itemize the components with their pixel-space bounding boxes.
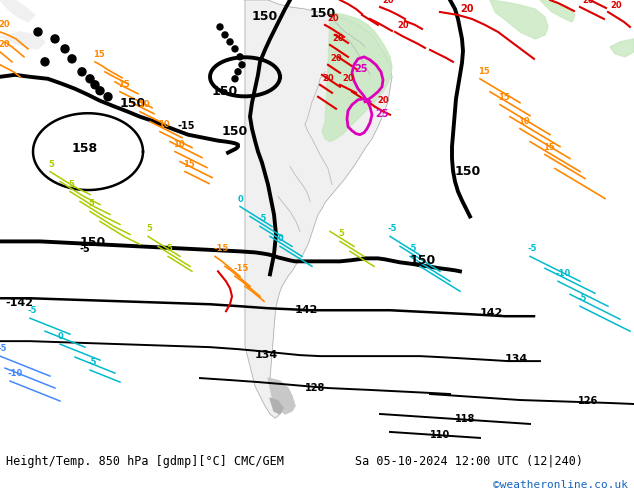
Text: 150: 150 [252, 10, 278, 24]
Text: 15: 15 [498, 93, 510, 102]
Text: 5: 5 [88, 199, 94, 208]
Text: 150: 150 [455, 165, 481, 177]
Text: 0: 0 [278, 234, 284, 244]
Circle shape [232, 76, 238, 82]
Polygon shape [245, 0, 392, 418]
Polygon shape [270, 398, 283, 414]
Circle shape [217, 24, 223, 30]
Circle shape [34, 28, 42, 36]
Text: 0: 0 [58, 332, 64, 341]
Text: 10: 10 [138, 100, 150, 109]
Circle shape [239, 62, 245, 68]
Text: -15: -15 [233, 264, 249, 273]
Text: 142: 142 [480, 308, 503, 318]
Text: 25: 25 [354, 64, 368, 74]
Text: 15: 15 [543, 143, 555, 151]
Text: 134: 134 [505, 354, 528, 364]
Polygon shape [540, 0, 575, 22]
Text: 5: 5 [48, 160, 54, 169]
Circle shape [235, 69, 241, 75]
Text: 20: 20 [0, 40, 10, 49]
Text: 5: 5 [146, 224, 152, 233]
Text: 128: 128 [305, 383, 325, 393]
Text: -15: -15 [213, 245, 228, 253]
Circle shape [96, 87, 104, 95]
Text: 20: 20 [377, 96, 389, 105]
Polygon shape [268, 378, 295, 414]
Text: 0: 0 [238, 195, 243, 203]
Text: -10: -10 [556, 270, 571, 278]
Text: -5: -5 [28, 306, 37, 315]
Text: 134: 134 [255, 350, 278, 360]
Text: 15: 15 [93, 50, 105, 59]
Text: 5: 5 [338, 229, 344, 239]
Text: 20: 20 [330, 54, 342, 63]
Polygon shape [0, 0, 35, 22]
Text: 158: 158 [72, 142, 98, 155]
Text: -15: -15 [178, 121, 195, 131]
Polygon shape [490, 0, 548, 39]
Circle shape [86, 75, 94, 83]
Text: ©weatheronline.co.uk: ©weatheronline.co.uk [493, 480, 628, 490]
Text: 118: 118 [455, 414, 476, 424]
Text: 20: 20 [332, 34, 344, 43]
Text: 20: 20 [342, 74, 354, 83]
Circle shape [237, 54, 243, 60]
Text: 150: 150 [212, 85, 238, 98]
Polygon shape [610, 39, 634, 57]
Text: Height/Temp. 850 hPa [gdmp][°C] CMC/GEM: Height/Temp. 850 hPa [gdmp][°C] CMC/GEM [6, 455, 284, 468]
Circle shape [232, 46, 238, 52]
Text: -10: -10 [8, 369, 23, 378]
Polygon shape [322, 12, 392, 142]
Text: -5: -5 [528, 245, 538, 253]
Circle shape [104, 93, 112, 101]
Circle shape [61, 45, 69, 53]
Text: 20: 20 [0, 20, 10, 29]
Text: 15: 15 [118, 80, 130, 89]
Text: 25: 25 [375, 109, 389, 119]
Text: 10: 10 [173, 140, 184, 148]
Text: 5: 5 [68, 179, 74, 189]
Text: 20: 20 [460, 4, 474, 14]
Circle shape [51, 35, 59, 43]
Text: 15: 15 [478, 67, 489, 76]
Text: -5: -5 [80, 245, 91, 254]
Circle shape [68, 55, 76, 63]
Text: -5: -5 [408, 245, 418, 253]
Text: -5: -5 [388, 224, 398, 233]
Text: Sa 05-10-2024 12:00 UTC (12|240): Sa 05-10-2024 12:00 UTC (12|240) [355, 455, 583, 468]
Text: 150: 150 [410, 254, 436, 268]
Text: -5: -5 [0, 344, 8, 353]
Text: 150: 150 [310, 7, 336, 20]
Text: 150: 150 [80, 236, 107, 249]
Circle shape [222, 32, 228, 38]
Text: 20: 20 [382, 0, 394, 5]
Text: 126: 126 [578, 396, 598, 406]
Text: 5: 5 [166, 245, 172, 253]
Text: -142: -142 [5, 298, 33, 308]
Polygon shape [0, 32, 45, 49]
Text: 15: 15 [183, 160, 195, 169]
Text: 20: 20 [582, 0, 593, 5]
Text: 10: 10 [158, 120, 170, 129]
Text: -5: -5 [258, 215, 268, 223]
Text: 20: 20 [610, 1, 621, 10]
Text: 10: 10 [518, 117, 529, 126]
Text: 150: 150 [222, 125, 248, 138]
Circle shape [41, 58, 49, 66]
Text: -5: -5 [578, 294, 588, 303]
Circle shape [227, 39, 233, 45]
Text: 20: 20 [327, 14, 339, 23]
Text: 20: 20 [322, 74, 333, 83]
Circle shape [91, 81, 99, 89]
Text: 142: 142 [295, 305, 318, 315]
Text: 20: 20 [397, 21, 409, 30]
Circle shape [78, 68, 86, 76]
Text: 110: 110 [430, 430, 450, 440]
Text: 150: 150 [120, 97, 146, 110]
Text: -5: -5 [88, 358, 98, 367]
